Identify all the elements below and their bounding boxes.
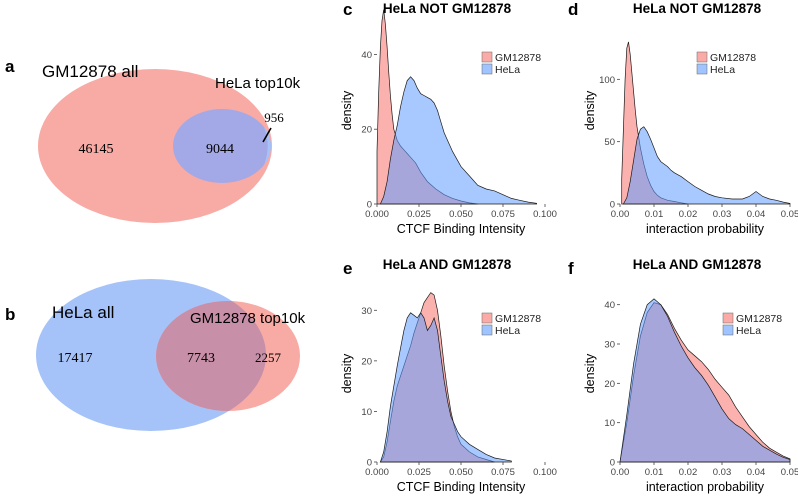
x-tick-label: 0.075	[491, 467, 515, 478]
x-tick-label: 0.050	[449, 467, 473, 478]
density-area-hela	[379, 312, 512, 463]
venn-a-overlap-count: 9044	[206, 142, 234, 157]
legend-label-gm12878: GM12878	[495, 313, 541, 325]
x-tick-label: 0.00	[611, 209, 630, 220]
chart-title: HeLa AND GM12878	[383, 257, 512, 272]
y-axis-label: density	[340, 90, 354, 130]
x-tick-label: 0.03	[713, 467, 732, 478]
x-tick-label: 0.000	[365, 209, 389, 220]
legend-label-hela: HeLa	[495, 325, 520, 337]
legend-swatch-hela	[722, 324, 734, 336]
y-tick-label: 100	[599, 75, 615, 86]
y-axis-label: density	[340, 353, 354, 393]
legend-label-gm12878: GM12878	[736, 313, 782, 325]
y-tick-label: 10	[361, 407, 372, 418]
y-tick-label: 30	[361, 306, 372, 317]
y-tick-label: 20	[361, 356, 372, 367]
venn-a-big-label: GM12878 all	[42, 62, 138, 81]
chart-title: HeLa NOT GM12878	[633, 1, 762, 16]
venn-a-overlap	[173, 109, 271, 183]
density-chart-f: f HeLa AND GM12878 0 10 20 30 40 0.00 0.01 0.02 0.…	[568, 257, 798, 494]
venn-b-only-big-count: 17417	[58, 351, 93, 366]
x-tick-label: 0.075	[491, 209, 515, 220]
x-tick-label: 0.01	[645, 209, 664, 220]
legend-swatch-gm12878	[481, 312, 493, 324]
panel-label-f: f	[568, 259, 574, 278]
legend-swatch-gm12878	[481, 51, 493, 63]
density-chart-d: d HeLa NOT GM12878 0 50 100 0.00 0.01 0.02 0.03 0…	[568, 0, 798, 236]
x-axis-label: CTCF Binding Intensity	[397, 222, 526, 236]
legend-label-gm12878: GM12878	[710, 52, 756, 64]
y-tick-label: 50	[604, 137, 615, 148]
legend-swatch-gm12878	[722, 312, 734, 324]
venn-a-big-circle	[38, 69, 272, 223]
venn-a-only-small-count: 956	[264, 110, 284, 125]
chart-title: HeLa NOT GM12878	[383, 1, 512, 16]
venn-b-big-label: HeLa all	[52, 303, 114, 322]
x-tick-label: 0.025	[407, 467, 431, 478]
venn-a-small-only-region	[264, 127, 271, 165]
x-axis-label: interaction probability	[646, 222, 765, 236]
venn-b-overlap-count: 7743	[187, 351, 215, 366]
panel-label-b: b	[5, 305, 15, 324]
legend-label-hela: HeLa	[495, 64, 520, 76]
venn-a-only-big-count: 46145	[79, 142, 114, 157]
density-chart-e: e HeLa AND GM12878 0 10 20 30 0.000 0.025 0.050 0…	[340, 257, 557, 494]
panel-label-e: e	[343, 259, 352, 278]
y-tick-label: 0	[367, 458, 372, 469]
y-tick-label: 20	[361, 125, 372, 136]
chart-title: HeLa AND GM12878	[633, 257, 762, 272]
x-tick-label: 0.02	[679, 209, 698, 220]
x-tick-label: 0.04	[747, 467, 766, 478]
x-tick-label: 0.03	[713, 209, 732, 220]
venn-b-only-small-count: 2257	[255, 350, 282, 365]
x-tick-label: 0.100	[533, 467, 557, 478]
venn-b-small-label: GM12878 top10k	[190, 310, 306, 327]
y-tick-label: 0	[367, 200, 372, 211]
x-tick-label: 0.050	[449, 209, 473, 220]
y-axis-label: density	[583, 90, 597, 130]
legend-label-gm12878: GM12878	[495, 52, 541, 64]
legend-swatch-hela	[696, 63, 708, 75]
venn-a-leader-line	[262, 127, 272, 143]
x-tick-label: 0.05	[781, 209, 798, 220]
y-tick-label: 40	[361, 50, 372, 61]
legend-label-hela: HeLa	[710, 64, 735, 76]
y-tick-label: 30	[604, 340, 615, 351]
venn-b: b HeLa all GM12878 top10k 17417 7743 225…	[5, 279, 306, 431]
y-tick-label: 10	[604, 418, 615, 429]
legend-swatch-hela	[481, 324, 493, 336]
x-tick-label: 0.05	[781, 467, 798, 478]
panel-label-d: d	[568, 0, 578, 19]
venn-a: a GM12878 all HeLa top10k 46145 9044 956	[5, 57, 301, 223]
panel-label-a: a	[5, 57, 15, 76]
x-tick-label: 0.100	[533, 209, 557, 220]
legend-label-hela: HeLa	[736, 325, 761, 337]
y-tick-label: 20	[604, 379, 615, 390]
density-area-hela	[619, 298, 791, 463]
y-tick-label: 0	[610, 458, 615, 469]
legend-swatch-gm12878	[696, 51, 708, 63]
x-tick-label: 0.01	[645, 467, 664, 478]
y-tick-label: 40	[604, 300, 615, 311]
y-axis-label: density	[583, 353, 597, 393]
x-tick-label: 0.02	[679, 467, 698, 478]
density-area-hela	[622, 126, 791, 205]
x-axis-label: CTCF Binding Intensity	[397, 480, 526, 494]
x-tick-label: 0.000	[365, 467, 389, 478]
density-area-hela	[379, 76, 537, 205]
x-tick-label: 0.025	[407, 209, 431, 220]
panel-label-c: c	[343, 0, 352, 19]
density-chart-c: c HeLa NOT GM12878 0 20 40 0.000 0.025 0.050 0.0…	[340, 0, 557, 236]
x-tick-label: 0.04	[747, 209, 766, 220]
x-tick-label: 0.00	[611, 467, 630, 478]
legend-swatch-hela	[481, 63, 493, 75]
x-axis-label: interaction probability	[646, 480, 765, 494]
venn-a-small-label: HeLa top10k	[215, 75, 301, 92]
y-tick-label: 0	[610, 200, 615, 211]
